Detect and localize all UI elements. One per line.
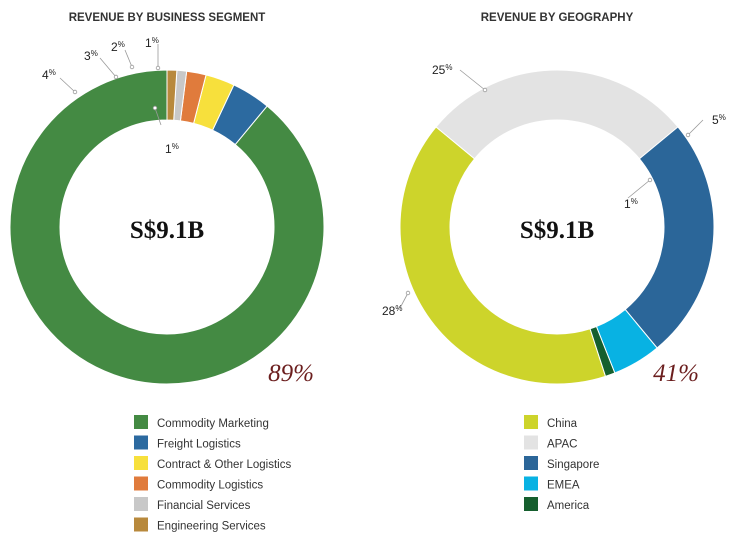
- legend-swatch-america: [524, 497, 538, 511]
- legend-label-apac: APAC: [547, 439, 577, 451]
- segment-donut: [9, 69, 325, 385]
- legend-swatch-commodity-marketing: [134, 415, 148, 429]
- leader-dot: [155, 65, 161, 71]
- geography-leader-lines: [399, 69, 704, 309]
- geo-label-singapore: 25%: [432, 63, 452, 77]
- slice-china: [399, 126, 607, 385]
- legend-swatch-apac: [524, 435, 538, 450]
- slice-america: [589, 325, 616, 377]
- leader-line: [154, 107, 162, 126]
- chart-title-geography: REVENUE BY GEOGRAPHY: [481, 12, 634, 24]
- legend-label-financial-services: Financial Services: [157, 500, 251, 512]
- leader-dot: [405, 290, 411, 296]
- leader-dot: [152, 105, 158, 111]
- legend-swatch-china: [524, 415, 538, 429]
- legend-swatch-financial-services: [134, 497, 148, 511]
- legend-label-engineering-services: Engineering Services: [157, 521, 266, 533]
- segment-label-commodity-logistics: 2%: [111, 40, 125, 54]
- legend-swatch-singapore: [524, 456, 538, 470]
- slice-apac: [435, 69, 679, 160]
- legend-label-china: China: [547, 418, 578, 430]
- segment-leader-lines: [59, 44, 162, 126]
- legend-swatch-emea: [524, 476, 538, 491]
- leader-dot: [647, 177, 653, 183]
- legend-swatch-commodity-logistics: [134, 476, 148, 491]
- geo-label-apac: 28%: [382, 304, 402, 318]
- legend-swatch-contract-other-logistics: [134, 456, 148, 470]
- leader-line: [459, 69, 486, 91]
- geo-label-emea: 5%: [712, 113, 726, 127]
- leader-line: [124, 49, 133, 68]
- legend-label-commodity-logistics: Commodity Logistics: [157, 480, 263, 492]
- geography-total-label: S$9.1B: [520, 217, 594, 244]
- segment-major-percent: 89%: [268, 360, 314, 387]
- segment-label-freight: 4%: [42, 68, 56, 82]
- geography-donut: [399, 69, 715, 385]
- slice-singapore: [624, 126, 715, 349]
- legend-label-emea: EMEA: [547, 480, 580, 492]
- leader-dot: [129, 64, 135, 70]
- segment-legend: Commodity Marketing Freight Logistics Cont…: [134, 415, 291, 533]
- geography-legend: China APAC Singapore EMEA America: [524, 415, 599, 512]
- slice-engineering-services: [166, 69, 178, 121]
- segment-label-financial: 1%: [165, 142, 179, 156]
- chart-title-segment: REVENUE BY BUSINESS SEGMENT: [69, 12, 266, 24]
- legend-label-contract-other-logistics: Contract & Other Logistics: [157, 459, 291, 471]
- legend-label-singapore: Singapore: [547, 459, 599, 471]
- leader-dot: [685, 132, 691, 138]
- leader-line: [99, 57, 117, 78]
- segment-label-engineering: 1%: [145, 36, 159, 50]
- geo-label-america: 1%: [624, 197, 638, 211]
- legend-label-freight-logistics: Freight Logistics: [157, 439, 241, 451]
- leader-dot: [113, 74, 119, 80]
- leader-dot: [72, 89, 78, 95]
- segment-total-label: S$9.1B: [130, 217, 204, 244]
- geography-major-percent: 41%: [653, 360, 699, 387]
- legend-label-america: America: [547, 500, 590, 512]
- leader-line: [627, 179, 651, 199]
- leader-line: [59, 77, 76, 93]
- leader-line: [687, 119, 704, 136]
- slice-commodity-marketing: [9, 69, 325, 385]
- segment-label-contract: 3%: [84, 49, 98, 63]
- legend-label-commodity-marketing: Commodity Marketing: [157, 418, 269, 430]
- legend-swatch-engineering-services: [134, 517, 148, 532]
- leader-line: [399, 292, 409, 309]
- legend-swatch-freight-logistics: [134, 435, 148, 450]
- leader-dot: [482, 87, 488, 93]
